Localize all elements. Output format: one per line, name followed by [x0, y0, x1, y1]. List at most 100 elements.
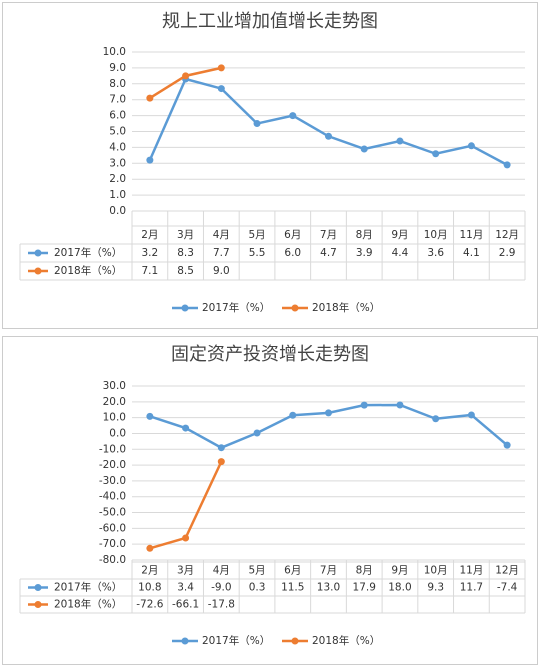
- table-cell: 7.7: [213, 247, 230, 259]
- data-point: [325, 409, 332, 417]
- table-key: [34, 584, 42, 591]
- x-tick-label: 11月: [459, 565, 483, 577]
- x-tick-label: 6月: [284, 229, 301, 241]
- x-tick-label: 3月: [177, 229, 194, 241]
- data-point: [146, 94, 154, 102]
- table-row-header: 2018年（%）: [54, 598, 122, 611]
- table-cell: 8.5: [177, 265, 194, 277]
- chart-title: 固定资产投资增长走势图: [171, 344, 369, 365]
- table-key: [34, 601, 42, 608]
- data-point: [467, 411, 475, 419]
- legend-label: 2018年（%）: [312, 634, 380, 647]
- data-point: [325, 132, 332, 140]
- x-tick-label: 8月: [356, 229, 373, 241]
- table-cell: 3.4: [177, 582, 194, 594]
- data-point: [217, 64, 225, 72]
- legend-key: [181, 304, 189, 312]
- data-point: [253, 120, 261, 128]
- data-point: [503, 441, 511, 449]
- table-cell: 9.3: [427, 582, 444, 594]
- data-point: [396, 137, 404, 145]
- legend-label: 2017年（%）: [202, 301, 270, 314]
- legend-key: [181, 637, 189, 645]
- table-cell: 18.0: [388, 582, 411, 594]
- x-tick-label: 3月: [177, 565, 194, 577]
- x-tick-label: 6月: [284, 565, 301, 577]
- data-point: [182, 534, 190, 542]
- table-cell: 9.0: [213, 265, 230, 277]
- table-cell: 11.5: [281, 582, 304, 594]
- y-tick-label: 7.0: [109, 94, 126, 106]
- y-tick-label: 2.0: [109, 173, 126, 185]
- table-cell: 8.3: [177, 247, 194, 259]
- x-tick-label: 8月: [356, 565, 373, 577]
- data-point: [396, 401, 404, 409]
- data-point: [432, 150, 440, 158]
- table-cell: 4.1: [463, 247, 480, 259]
- table-cell: -17.8: [208, 599, 235, 611]
- table-cell: 3.9: [356, 247, 373, 259]
- table-cell: 13.0: [317, 582, 340, 594]
- x-tick-label: 4月: [213, 229, 230, 241]
- table-cell: 17.9: [353, 582, 376, 594]
- table-cell: 5.5: [249, 247, 266, 259]
- table-cell: 4.4: [392, 247, 409, 259]
- data-point: [182, 72, 190, 80]
- y-tick-label: 5.0: [109, 126, 126, 138]
- x-tick-label: 5月: [248, 565, 265, 577]
- y-tick-label: 20.0: [103, 396, 126, 408]
- table-cell: 0.3: [249, 582, 266, 594]
- y-tick-label: 0.0: [109, 427, 126, 439]
- table-cell: 2.9: [499, 247, 516, 259]
- y-tick-label: -50.0: [99, 507, 126, 519]
- legend-label: 2018年（%）: [312, 301, 380, 314]
- y-tick-label: 30.0: [103, 380, 126, 392]
- x-tick-label: 4月: [213, 565, 230, 577]
- y-tick-label: 9.0: [109, 62, 126, 74]
- y-tick-label: -40.0: [99, 491, 126, 503]
- x-tick-label: 5月: [248, 229, 265, 241]
- data-point: [503, 161, 511, 169]
- x-tick-label: 10月: [424, 229, 448, 241]
- panel: [2, 2, 538, 329]
- data-point: [289, 411, 297, 419]
- y-tick-label: 4.0: [109, 141, 126, 153]
- y-tick-label: 1.0: [109, 189, 126, 201]
- x-tick-label: 9月: [391, 229, 408, 241]
- table-row-header: 2017年（%）: [54, 581, 122, 594]
- table-cell: -66.1: [172, 599, 199, 611]
- table-key: [34, 249, 42, 257]
- table-cell: 11.7: [460, 582, 483, 594]
- x-tick-label: 7月: [320, 229, 337, 241]
- table-cell: 4.7: [320, 247, 337, 259]
- table-cell: -7.4: [497, 582, 518, 594]
- y-tick-label: -30.0: [99, 475, 126, 487]
- x-tick-label: 12月: [495, 229, 519, 241]
- data-point: [360, 145, 368, 153]
- table-cell: 3.6: [427, 247, 444, 259]
- table-row-header: 2018年（%）: [54, 264, 122, 277]
- y-tick-label: 6.0: [109, 110, 126, 122]
- legend-key: [291, 637, 299, 645]
- data-point: [360, 401, 368, 409]
- y-tick-label: 10.0: [103, 46, 126, 58]
- y-tick-label: 3.0: [109, 157, 126, 169]
- chart-title: 规上工业增加值增长走势图: [162, 11, 378, 32]
- data-point: [182, 424, 190, 432]
- x-tick-label: 7月: [320, 565, 337, 577]
- table-key: [34, 267, 42, 275]
- table-cell: 7.1: [142, 265, 159, 277]
- y-tick-label: 0.0: [109, 205, 126, 217]
- data-point: [289, 112, 297, 120]
- x-tick-label: 11月: [459, 229, 483, 241]
- table-cell: 3.2: [142, 247, 159, 259]
- data-point: [146, 412, 154, 420]
- data-point: [432, 415, 440, 423]
- x-tick-label: 12月: [495, 565, 519, 577]
- table-cell: 6.0: [284, 247, 301, 259]
- data-point: [217, 458, 225, 466]
- panel: [2, 336, 538, 665]
- x-tick-label: 2月: [141, 565, 158, 577]
- table-cell: -72.6: [136, 599, 163, 611]
- y-tick-label: -80.0: [99, 554, 126, 566]
